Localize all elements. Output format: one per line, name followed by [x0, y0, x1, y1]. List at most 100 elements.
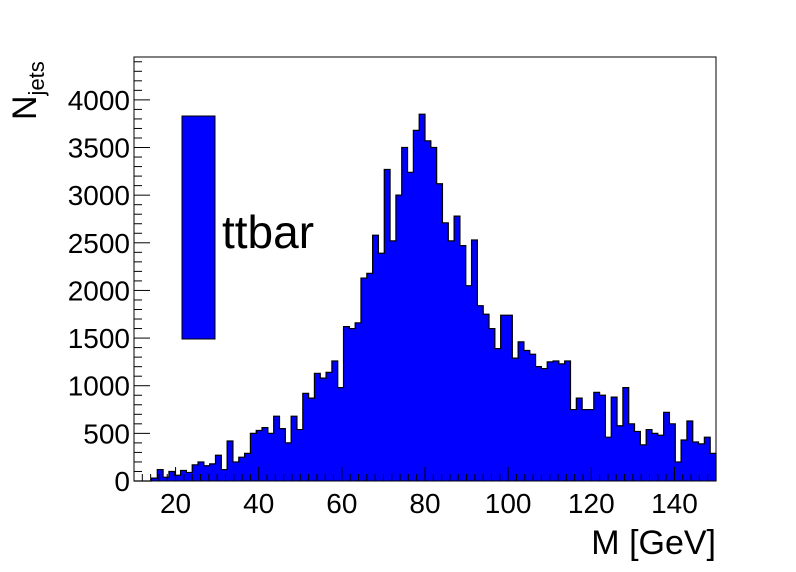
- histogram-bar: [529, 354, 536, 481]
- x-tick-label: 100: [485, 488, 532, 519]
- histogram-bar: [366, 273, 374, 481]
- histogram-bar: [291, 416, 298, 481]
- histogram-bars: [134, 113, 717, 482]
- histogram-bar: [570, 409, 577, 481]
- y-tick-label: 500: [83, 418, 130, 449]
- histogram-bar: [535, 366, 542, 481]
- histogram-bar: [186, 472, 193, 481]
- histogram-bar: [436, 183, 443, 481]
- histogram-bar: [576, 398, 583, 481]
- histogram-bar: [651, 433, 659, 481]
- y-tick-label: 1000: [68, 371, 130, 402]
- histogram-bar: [512, 358, 519, 481]
- histogram-bar: [355, 322, 362, 481]
- histogram-bar: [273, 416, 280, 481]
- histogram-bar: [622, 387, 630, 481]
- histogram-bar: [582, 409, 589, 481]
- histogram-bar: [430, 147, 438, 482]
- histogram-bar: [634, 431, 641, 481]
- histogram-bar: [599, 395, 606, 481]
- histogram-bar: [541, 368, 548, 481]
- y-axis: 0 500 1000 1500 2000 2500 3000 3500 4000: [68, 61, 150, 497]
- histogram-bar: [564, 360, 571, 481]
- y-axis-title-subscript: jets: [24, 61, 49, 96]
- histogram-bar: [558, 363, 566, 481]
- histogram-bar: [238, 457, 245, 481]
- x-axis-title: M [GeV]: [591, 524, 716, 562]
- histogram-bar: [326, 372, 333, 481]
- histogram-bar: [308, 398, 315, 481]
- histogram-bar: [547, 361, 554, 481]
- histogram-bar: [465, 285, 472, 481]
- histogram-bar: [163, 477, 170, 481]
- histogram-bar: [681, 440, 688, 481]
- legend-swatch: [181, 115, 216, 340]
- y-tick-label: 3500: [68, 133, 130, 164]
- histogram-bar: [279, 428, 286, 481]
- histogram-bar: [471, 239, 478, 481]
- histogram-bar: [442, 222, 449, 481]
- histogram-bar: [628, 423, 635, 481]
- y-tick-label: 2000: [68, 275, 130, 306]
- histogram-bar: [646, 429, 653, 481]
- y-tick-label: 3000: [68, 180, 130, 211]
- legend-label: ttbar: [222, 206, 314, 258]
- histogram-bar: [384, 169, 391, 481]
- histogram-bar: [407, 172, 414, 481]
- histogram-bar: [425, 140, 432, 481]
- histogram-bar: [203, 465, 211, 481]
- histogram-bar: [698, 443, 705, 481]
- histogram-bar: [198, 461, 205, 481]
- histogram-bar: [523, 350, 531, 481]
- histogram-bar: [250, 433, 257, 481]
- histogram-bar: [669, 423, 676, 481]
- histogram-bar: [401, 147, 408, 482]
- histogram-bar: [617, 425, 624, 481]
- histogram-bar: [448, 240, 455, 481]
- y-tick-label: 1500: [68, 323, 130, 354]
- histogram-bar: [314, 373, 321, 481]
- svg-text:Njets: Njets: [6, 61, 49, 120]
- histogram-bar: [227, 440, 234, 481]
- histogram-bar: [378, 253, 385, 481]
- y-tick-label: 2500: [68, 228, 130, 259]
- x-tick-label: 80: [409, 488, 440, 519]
- histogram-bar: [302, 393, 309, 481]
- histogram-bar: [454, 216, 461, 482]
- histogram-bar: [221, 469, 228, 481]
- histogram-bar: [157, 469, 164, 481]
- histogram-bar: [593, 392, 600, 481]
- histogram-bar: [419, 114, 426, 481]
- histogram-bar: [692, 441, 699, 481]
- histogram-bar: [395, 195, 403, 482]
- x-tick-label: 120: [568, 488, 615, 519]
- histogram-bar: [686, 420, 694, 481]
- histogram-bar: [296, 429, 304, 481]
- histogram-bar: [518, 341, 525, 481]
- histogram-bar: [500, 315, 507, 481]
- y-axis-title: Njets: [6, 61, 49, 120]
- histogram-bar: [349, 328, 356, 481]
- x-tick-label: 20: [160, 488, 191, 519]
- histogram-bar: [710, 453, 717, 481]
- histogram-bar: [209, 463, 216, 481]
- histogram-bar: [611, 397, 618, 481]
- histogram-bar: [337, 387, 344, 481]
- histogram-bar: [587, 409, 595, 481]
- x-axis: 20 40 60 80 100 120 140: [133, 467, 717, 519]
- histogram-bar: [372, 235, 379, 481]
- histogram-bar: [657, 435, 665, 481]
- x-tick-label: 140: [651, 488, 698, 519]
- histogram-bar: [553, 360, 560, 481]
- histogram-bar: [605, 437, 612, 481]
- histogram-bar: [267, 433, 275, 481]
- histogram-bar: [459, 245, 467, 481]
- histogram-bar: [174, 475, 181, 481]
- y-tick-label: 4000: [68, 85, 130, 116]
- legend: ttbar: [181, 115, 314, 340]
- y-tick-label: 0: [114, 466, 130, 497]
- histogram-outline: [134, 113, 717, 482]
- histogram-bar: [675, 461, 682, 481]
- histogram-bar: [489, 328, 496, 481]
